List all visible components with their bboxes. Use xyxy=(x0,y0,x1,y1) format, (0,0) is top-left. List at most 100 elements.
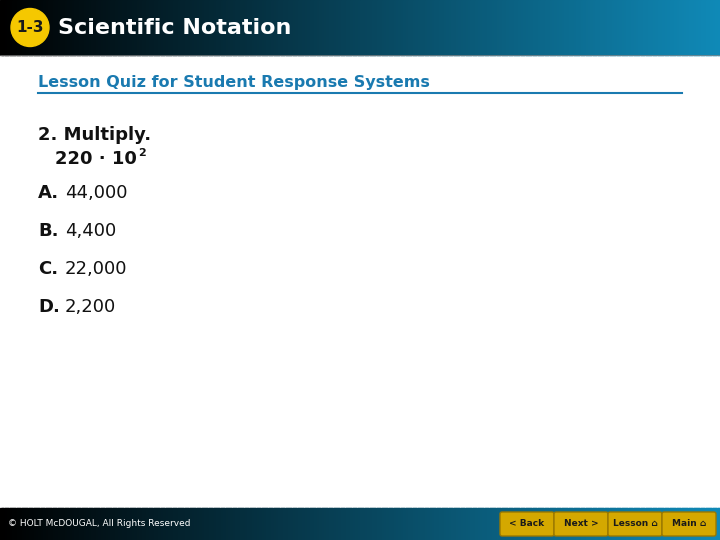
Bar xyxy=(38,0,42,55)
Bar xyxy=(643,508,647,540)
Bar xyxy=(12,0,15,55)
Bar xyxy=(470,0,474,55)
Bar xyxy=(405,0,409,55)
Bar xyxy=(319,0,323,55)
Bar xyxy=(641,0,644,55)
Bar xyxy=(600,508,603,540)
Bar xyxy=(307,0,310,55)
Bar xyxy=(168,0,171,55)
Bar xyxy=(189,0,193,55)
Bar xyxy=(290,508,294,540)
Bar xyxy=(70,0,73,55)
FancyBboxPatch shape xyxy=(500,512,554,536)
Bar xyxy=(693,508,697,540)
Bar xyxy=(7,0,11,55)
Bar xyxy=(492,508,495,540)
Bar xyxy=(492,0,495,55)
Bar xyxy=(423,0,426,55)
Bar xyxy=(341,508,344,540)
Bar xyxy=(454,0,457,55)
Bar xyxy=(343,508,346,540)
Bar xyxy=(216,0,220,55)
Bar xyxy=(48,0,51,55)
Bar xyxy=(63,0,66,55)
Bar xyxy=(715,508,719,540)
Bar xyxy=(329,0,332,55)
Bar xyxy=(297,0,301,55)
Bar xyxy=(300,508,303,540)
Bar xyxy=(672,508,675,540)
Bar xyxy=(418,508,421,540)
Bar xyxy=(655,508,659,540)
Bar xyxy=(590,0,594,55)
Bar xyxy=(17,0,20,55)
Bar xyxy=(657,508,661,540)
Bar xyxy=(19,508,22,540)
Bar xyxy=(240,0,243,55)
Bar xyxy=(333,508,337,540)
Bar xyxy=(173,0,176,55)
Bar xyxy=(153,508,157,540)
Bar xyxy=(279,508,282,540)
Bar xyxy=(655,0,659,55)
Bar xyxy=(662,0,666,55)
Bar xyxy=(535,0,539,55)
Bar xyxy=(362,0,366,55)
Bar xyxy=(420,0,423,55)
Bar xyxy=(55,508,58,540)
Bar xyxy=(607,0,611,55)
Bar xyxy=(605,508,608,540)
Text: 2,200: 2,200 xyxy=(65,298,116,316)
Bar xyxy=(24,0,27,55)
Bar xyxy=(485,0,488,55)
Bar xyxy=(45,0,49,55)
Bar xyxy=(197,0,200,55)
Bar xyxy=(238,508,241,540)
Bar xyxy=(379,0,382,55)
Bar xyxy=(576,0,580,55)
FancyBboxPatch shape xyxy=(608,512,662,536)
Bar xyxy=(108,508,112,540)
Bar xyxy=(631,0,634,55)
Bar xyxy=(614,508,618,540)
Bar xyxy=(384,0,387,55)
Bar xyxy=(58,0,61,55)
Bar xyxy=(125,0,128,55)
Bar xyxy=(115,508,119,540)
Bar xyxy=(461,0,464,55)
Bar xyxy=(401,0,404,55)
Bar xyxy=(574,508,577,540)
Bar xyxy=(569,0,572,55)
Bar xyxy=(14,508,18,540)
Bar xyxy=(497,508,500,540)
Bar xyxy=(271,508,274,540)
Bar xyxy=(367,508,371,540)
Bar xyxy=(254,0,258,55)
Bar xyxy=(715,0,719,55)
Text: D.: D. xyxy=(38,298,60,316)
Bar xyxy=(261,508,265,540)
Bar xyxy=(293,0,296,55)
Bar xyxy=(317,0,320,55)
Bar xyxy=(643,0,647,55)
Bar xyxy=(583,508,587,540)
Text: 22,000: 22,000 xyxy=(65,260,127,278)
Text: 220 · 10: 220 · 10 xyxy=(55,150,137,168)
Bar xyxy=(499,0,503,55)
Bar xyxy=(502,508,505,540)
Bar xyxy=(562,508,565,540)
Bar xyxy=(425,0,428,55)
Bar xyxy=(605,0,608,55)
Bar xyxy=(521,508,524,540)
Bar xyxy=(185,508,188,540)
Bar xyxy=(302,508,306,540)
Bar xyxy=(535,508,539,540)
Bar xyxy=(72,0,76,55)
Bar xyxy=(120,508,123,540)
Bar xyxy=(252,508,256,540)
Bar xyxy=(430,508,433,540)
Bar xyxy=(101,508,104,540)
Bar xyxy=(461,508,464,540)
Bar xyxy=(619,0,623,55)
Text: B.: B. xyxy=(38,222,58,240)
